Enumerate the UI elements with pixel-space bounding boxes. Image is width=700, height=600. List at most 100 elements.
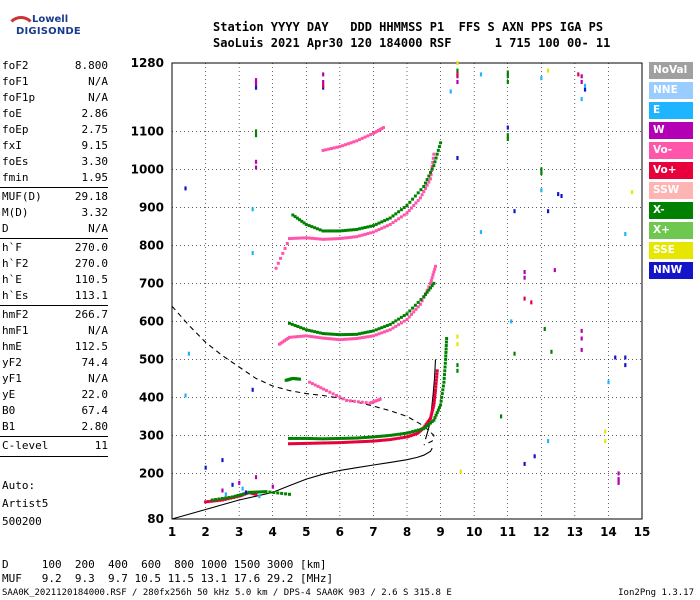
point-W	[456, 80, 459, 84]
point-Vo+	[335, 441, 339, 445]
point-Vo-	[431, 156, 435, 160]
point-Vo-	[343, 143, 347, 147]
point-NNW	[244, 490, 248, 495]
legend-item: W	[649, 122, 693, 139]
point-Vo-	[394, 219, 398, 223]
point-X-	[380, 326, 384, 330]
legend-item: X+	[649, 222, 693, 239]
point-W	[254, 159, 258, 164]
point-Vo-	[432, 270, 436, 274]
point-Vo-	[402, 213, 406, 217]
y-tick-label: 700	[139, 276, 164, 290]
point-Vo+	[410, 433, 414, 437]
point-Vo-	[412, 204, 416, 207]
point-X-	[423, 425, 427, 429]
point-Vo+	[310, 441, 314, 445]
point-Vo+	[366, 439, 370, 443]
point-X-	[329, 229, 333, 233]
x-tick-label: 4	[269, 525, 277, 539]
point-Vo-	[371, 131, 375, 135]
point-Vo-	[414, 307, 418, 311]
point-X-	[301, 436, 305, 440]
point-X-	[256, 490, 260, 494]
point-Vo-	[345, 398, 349, 402]
param-row: fxI 9.15	[0, 138, 166, 154]
point-Vo+	[341, 440, 345, 444]
plot-frame	[171, 62, 643, 520]
point-X-	[302, 221, 306, 225]
point-X-	[427, 174, 431, 178]
point-Vo-	[310, 382, 314, 386]
point-X-	[343, 228, 347, 232]
x-tick-label: 10	[466, 525, 483, 539]
point-Vo-	[383, 330, 387, 334]
legend-item: NNW	[649, 262, 693, 279]
point-Vo-	[349, 141, 353, 145]
point-Vo+	[434, 378, 438, 382]
param-name: D	[2, 222, 9, 235]
point-SSE	[604, 429, 607, 434]
point-X-	[366, 225, 370, 229]
point-X-	[355, 227, 359, 231]
point-X-	[506, 133, 509, 138]
point-X-	[425, 178, 429, 182]
point-Vo-	[422, 190, 426, 194]
point-E	[449, 89, 452, 94]
point-Vo+	[329, 441, 333, 445]
param-name: B1	[2, 420, 16, 433]
point-Vo+	[434, 381, 438, 385]
point-Vo-	[352, 337, 356, 341]
point-X-	[425, 290, 429, 294]
point-Vo-	[338, 145, 342, 149]
point-Vo+	[307, 441, 311, 445]
point-X-	[437, 145, 441, 149]
point-Vo+	[304, 441, 308, 445]
point-Vo-	[431, 273, 435, 277]
point-NNW	[506, 125, 509, 130]
point-X-	[422, 185, 426, 188]
point-Vo-	[391, 221, 395, 225]
point-Vo+	[430, 412, 434, 416]
x-tick-label: 13	[567, 525, 584, 539]
file-info: SAA0K_2021120184000.RSF / 280fx256h 50 k…	[2, 588, 452, 598]
point-Vo+	[343, 440, 347, 444]
logo-line2: DIGISONDE	[16, 26, 81, 37]
point-X-	[441, 384, 445, 388]
point-E	[479, 72, 483, 77]
point-Vo+	[523, 296, 526, 301]
point-Vo-	[371, 334, 375, 338]
point-Vo-	[418, 302, 422, 306]
point-E	[607, 380, 610, 385]
point-X-	[329, 437, 333, 441]
point-X-	[343, 436, 347, 440]
param-name: yE	[2, 388, 16, 401]
legend-item: SSE	[649, 242, 693, 259]
point-X-	[423, 181, 427, 185]
point-Vo-	[357, 336, 361, 340]
point-Vo-	[327, 337, 331, 341]
point-E	[510, 319, 513, 324]
point-Vo-	[360, 400, 364, 404]
point-X-	[416, 428, 420, 432]
point-Vo-	[304, 236, 308, 240]
point-Vo-	[329, 337, 333, 341]
point-X-	[380, 434, 384, 438]
point-W	[580, 80, 583, 84]
point-X-	[440, 392, 444, 396]
point-E	[540, 188, 543, 193]
point-X-	[329, 332, 333, 336]
point-X-	[388, 433, 392, 437]
point-Vo+	[220, 498, 224, 502]
point-X-	[435, 411, 439, 415]
point-E	[184, 393, 187, 398]
point-X-	[413, 303, 417, 307]
point-X-	[318, 437, 322, 441]
param-value: 67.4	[81, 404, 109, 417]
point-W	[580, 328, 583, 333]
point-Vo-	[329, 147, 333, 150]
point-X-	[419, 298, 423, 302]
point-X-	[324, 229, 328, 233]
point-X-	[349, 332, 353, 336]
point-Vo+	[397, 436, 401, 440]
point-Vo-	[409, 312, 413, 316]
